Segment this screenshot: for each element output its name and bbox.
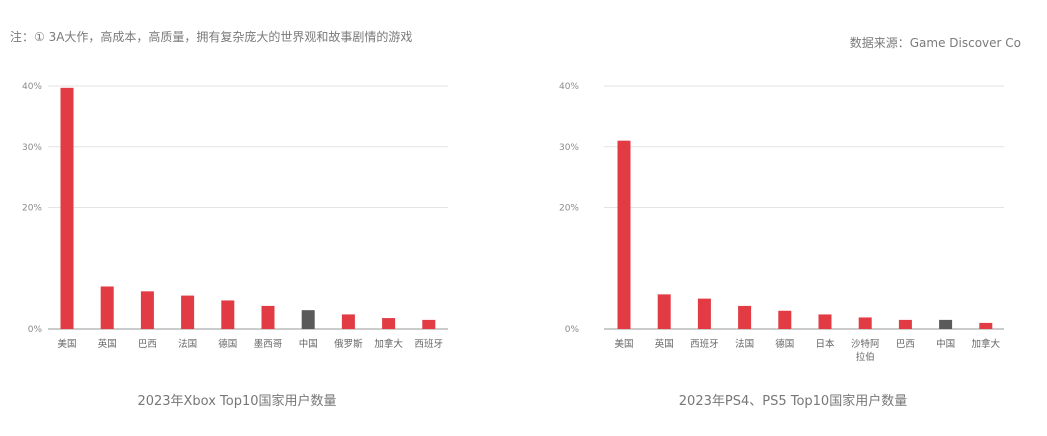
x-category-label: 巴西 (896, 339, 915, 350)
x-category-label: 德国 (775, 338, 794, 350)
bar (221, 300, 235, 329)
bar (422, 319, 436, 329)
y-tick-label: 40% (22, 82, 42, 92)
x-category-label: 中国 (936, 338, 955, 350)
y-tick-label: 0% (565, 325, 580, 335)
x-category-label: 英国 (655, 338, 674, 350)
x-category-label: 加拿大 (972, 338, 1001, 350)
x-category-label: 德国 (218, 338, 237, 350)
x-category-label: 俄罗斯 (334, 338, 363, 350)
bar (301, 310, 315, 329)
bar (738, 305, 752, 329)
bar (898, 319, 912, 329)
x-category-label: 西班牙 (415, 338, 444, 350)
bar (261, 305, 275, 329)
bar (778, 310, 792, 329)
y-tick-label: 20% (22, 204, 42, 214)
x-category-label: 墨西哥 (254, 339, 283, 350)
bar (341, 314, 355, 329)
y-tick-label: 40% (559, 82, 579, 92)
y-tick-label: 0% (28, 325, 43, 335)
chart-title-xbox: 2023年Xbox Top10国家用户数量 (137, 394, 337, 409)
x-category-label: 巴西 (138, 339, 157, 350)
y-tick-label: 20% (559, 204, 579, 214)
bar (382, 318, 396, 329)
bar (60, 87, 74, 329)
bar (979, 322, 993, 329)
x-category-label: 美国 (614, 338, 633, 350)
x-category-label: 沙特阿 (851, 338, 880, 350)
chart-title-ps: 2023年PS4、PS5 Top10国家用户数量 (678, 394, 908, 409)
x-category-label: 法国 (178, 338, 197, 350)
data-source: 数据来源：Game Discover Co (849, 36, 1021, 50)
x-category-label: 拉伯 (856, 351, 875, 363)
bar (100, 286, 114, 329)
bar (858, 317, 872, 329)
bar (617, 140, 631, 329)
y-tick-label: 30% (559, 143, 579, 153)
x-category-label: 中国 (299, 338, 318, 350)
x-category-label: 法国 (735, 338, 754, 350)
bar (697, 298, 711, 329)
bar (939, 319, 953, 329)
bar (657, 294, 671, 329)
bar (140, 291, 154, 329)
x-category-label: 西班牙 (690, 338, 719, 350)
bar (818, 314, 832, 329)
x-category-label: 英国 (98, 338, 117, 350)
x-category-label: 日本 (815, 338, 835, 350)
x-category-label: 美国 (57, 338, 76, 350)
bar (181, 295, 195, 329)
y-tick-label: 30% (22, 143, 42, 153)
x-category-label: 加拿大 (374, 338, 403, 350)
footnote: 注：① 3A大作，高成本，高质量，拥有复杂庞大的世界观和故事剧情的游戏 (10, 30, 413, 44)
